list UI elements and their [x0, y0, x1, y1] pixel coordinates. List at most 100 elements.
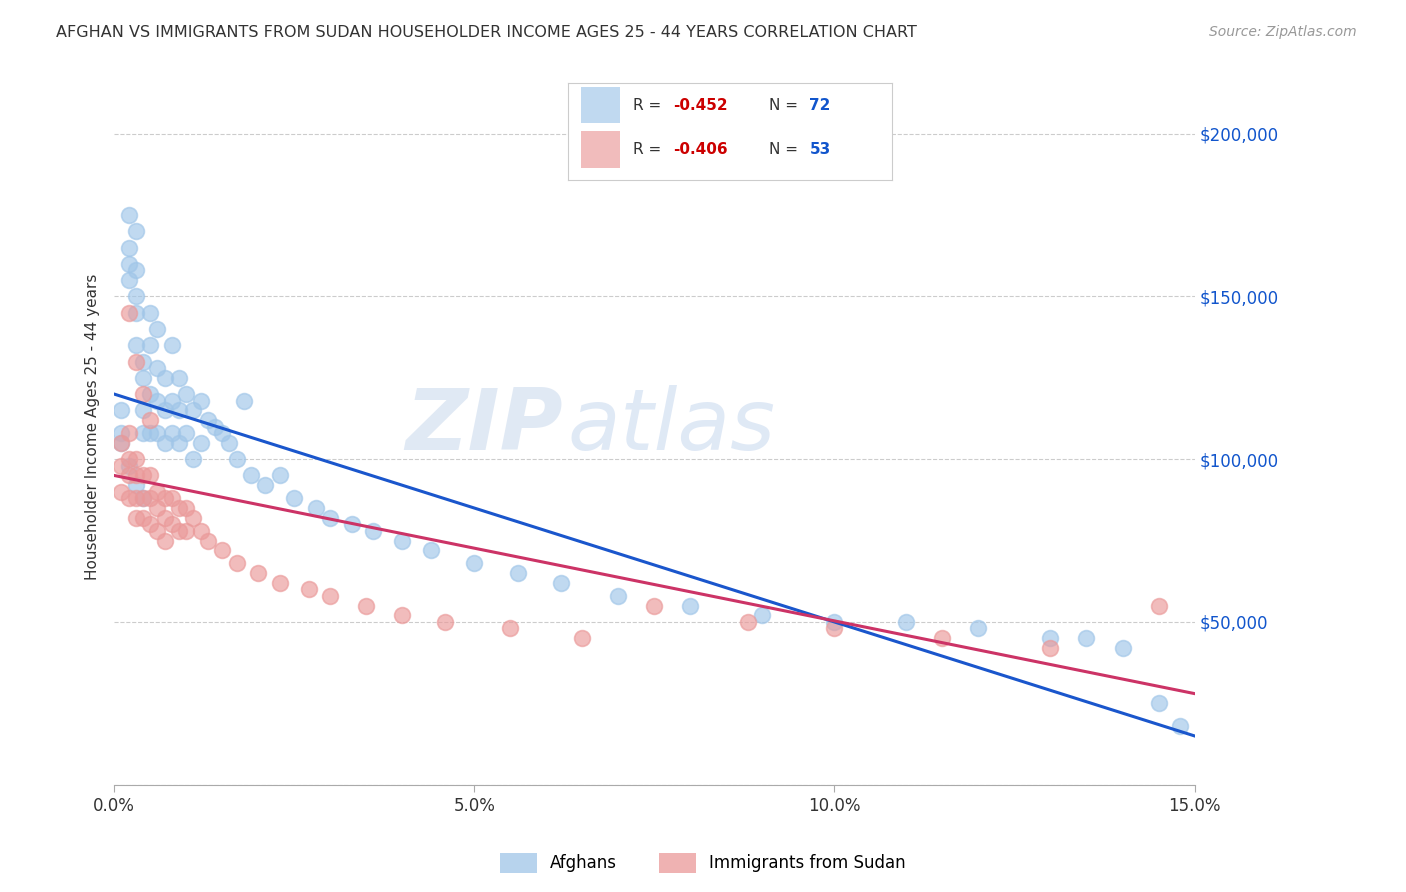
Point	[506, 566, 529, 581]
Point	[132, 403, 155, 417]
Text: ZIP: ZIP	[405, 385, 562, 468]
Point	[125, 338, 148, 352]
Point	[139, 338, 162, 352]
Point	[269, 575, 291, 590]
Point	[183, 403, 205, 417]
Point	[340, 517, 363, 532]
Point	[153, 510, 176, 524]
Point	[132, 468, 155, 483]
Point	[125, 306, 148, 320]
Point	[967, 622, 990, 636]
Point	[167, 524, 190, 538]
Point	[146, 361, 169, 376]
Point	[463, 557, 485, 571]
Point	[269, 468, 291, 483]
Point	[153, 371, 176, 385]
Point	[434, 615, 457, 629]
Point	[1076, 632, 1098, 646]
Point	[896, 615, 918, 629]
Point	[125, 224, 148, 238]
Point	[197, 413, 219, 427]
Point	[190, 393, 212, 408]
Point	[117, 208, 139, 222]
Point	[679, 599, 702, 613]
Point	[146, 322, 169, 336]
Point	[117, 458, 139, 473]
Point	[132, 491, 155, 506]
Point	[117, 273, 139, 287]
Point	[110, 403, 132, 417]
Point	[153, 491, 176, 506]
Point	[110, 484, 132, 499]
Point	[160, 426, 183, 441]
Point	[305, 501, 328, 516]
Point	[125, 478, 148, 492]
Point	[174, 524, 197, 538]
Point	[117, 452, 139, 467]
Point	[160, 517, 183, 532]
Point	[190, 436, 212, 450]
Text: atlas: atlas	[568, 385, 776, 468]
Point	[204, 419, 226, 434]
Point	[146, 524, 169, 538]
Point	[391, 608, 413, 623]
Point	[153, 436, 176, 450]
Point	[139, 517, 162, 532]
Point	[125, 468, 148, 483]
Point	[117, 426, 139, 441]
Text: AFGHAN VS IMMIGRANTS FROM SUDAN HOUSEHOLDER INCOME AGES 25 - 44 YEARS CORRELATIO: AFGHAN VS IMMIGRANTS FROM SUDAN HOUSEHOL…	[56, 25, 917, 40]
Point	[153, 403, 176, 417]
Point	[550, 575, 572, 590]
Point	[132, 491, 155, 506]
Point	[146, 484, 169, 499]
Point	[174, 387, 197, 401]
Point	[420, 543, 443, 558]
Point	[125, 510, 148, 524]
Point	[153, 533, 176, 548]
Point	[125, 491, 148, 506]
Point	[1039, 640, 1062, 655]
Point	[146, 501, 169, 516]
Point	[117, 468, 139, 483]
Point	[363, 524, 385, 538]
Point	[174, 501, 197, 516]
Point	[319, 589, 342, 603]
Y-axis label: Householder Income Ages 25 - 44 years: Householder Income Ages 25 - 44 years	[86, 274, 100, 580]
Point	[183, 510, 205, 524]
Point	[571, 632, 593, 646]
Point	[1039, 632, 1062, 646]
Point	[167, 371, 190, 385]
Point	[1147, 599, 1170, 613]
Point	[197, 533, 219, 548]
Point	[139, 468, 162, 483]
Point	[167, 501, 190, 516]
Point	[132, 371, 155, 385]
Point	[132, 354, 155, 368]
Point	[211, 426, 233, 441]
Point	[298, 582, 321, 597]
Point	[211, 543, 233, 558]
Point	[167, 436, 190, 450]
Point	[125, 354, 148, 368]
Point	[117, 241, 139, 255]
Point	[499, 622, 522, 636]
Point	[174, 426, 197, 441]
Point	[117, 257, 139, 271]
Point	[225, 452, 247, 467]
Point	[931, 632, 953, 646]
Point	[117, 306, 139, 320]
Point	[737, 615, 759, 629]
Point	[125, 452, 148, 467]
Point	[225, 557, 247, 571]
Legend: Afghans, Immigrants from Sudan: Afghans, Immigrants from Sudan	[494, 847, 912, 880]
Point	[139, 413, 162, 427]
Point	[1168, 719, 1191, 733]
Point	[319, 510, 342, 524]
Point	[643, 599, 665, 613]
Point	[160, 338, 183, 352]
Point	[218, 436, 240, 450]
Point	[125, 289, 148, 303]
Point	[160, 491, 183, 506]
Point	[823, 622, 845, 636]
Point	[132, 510, 155, 524]
